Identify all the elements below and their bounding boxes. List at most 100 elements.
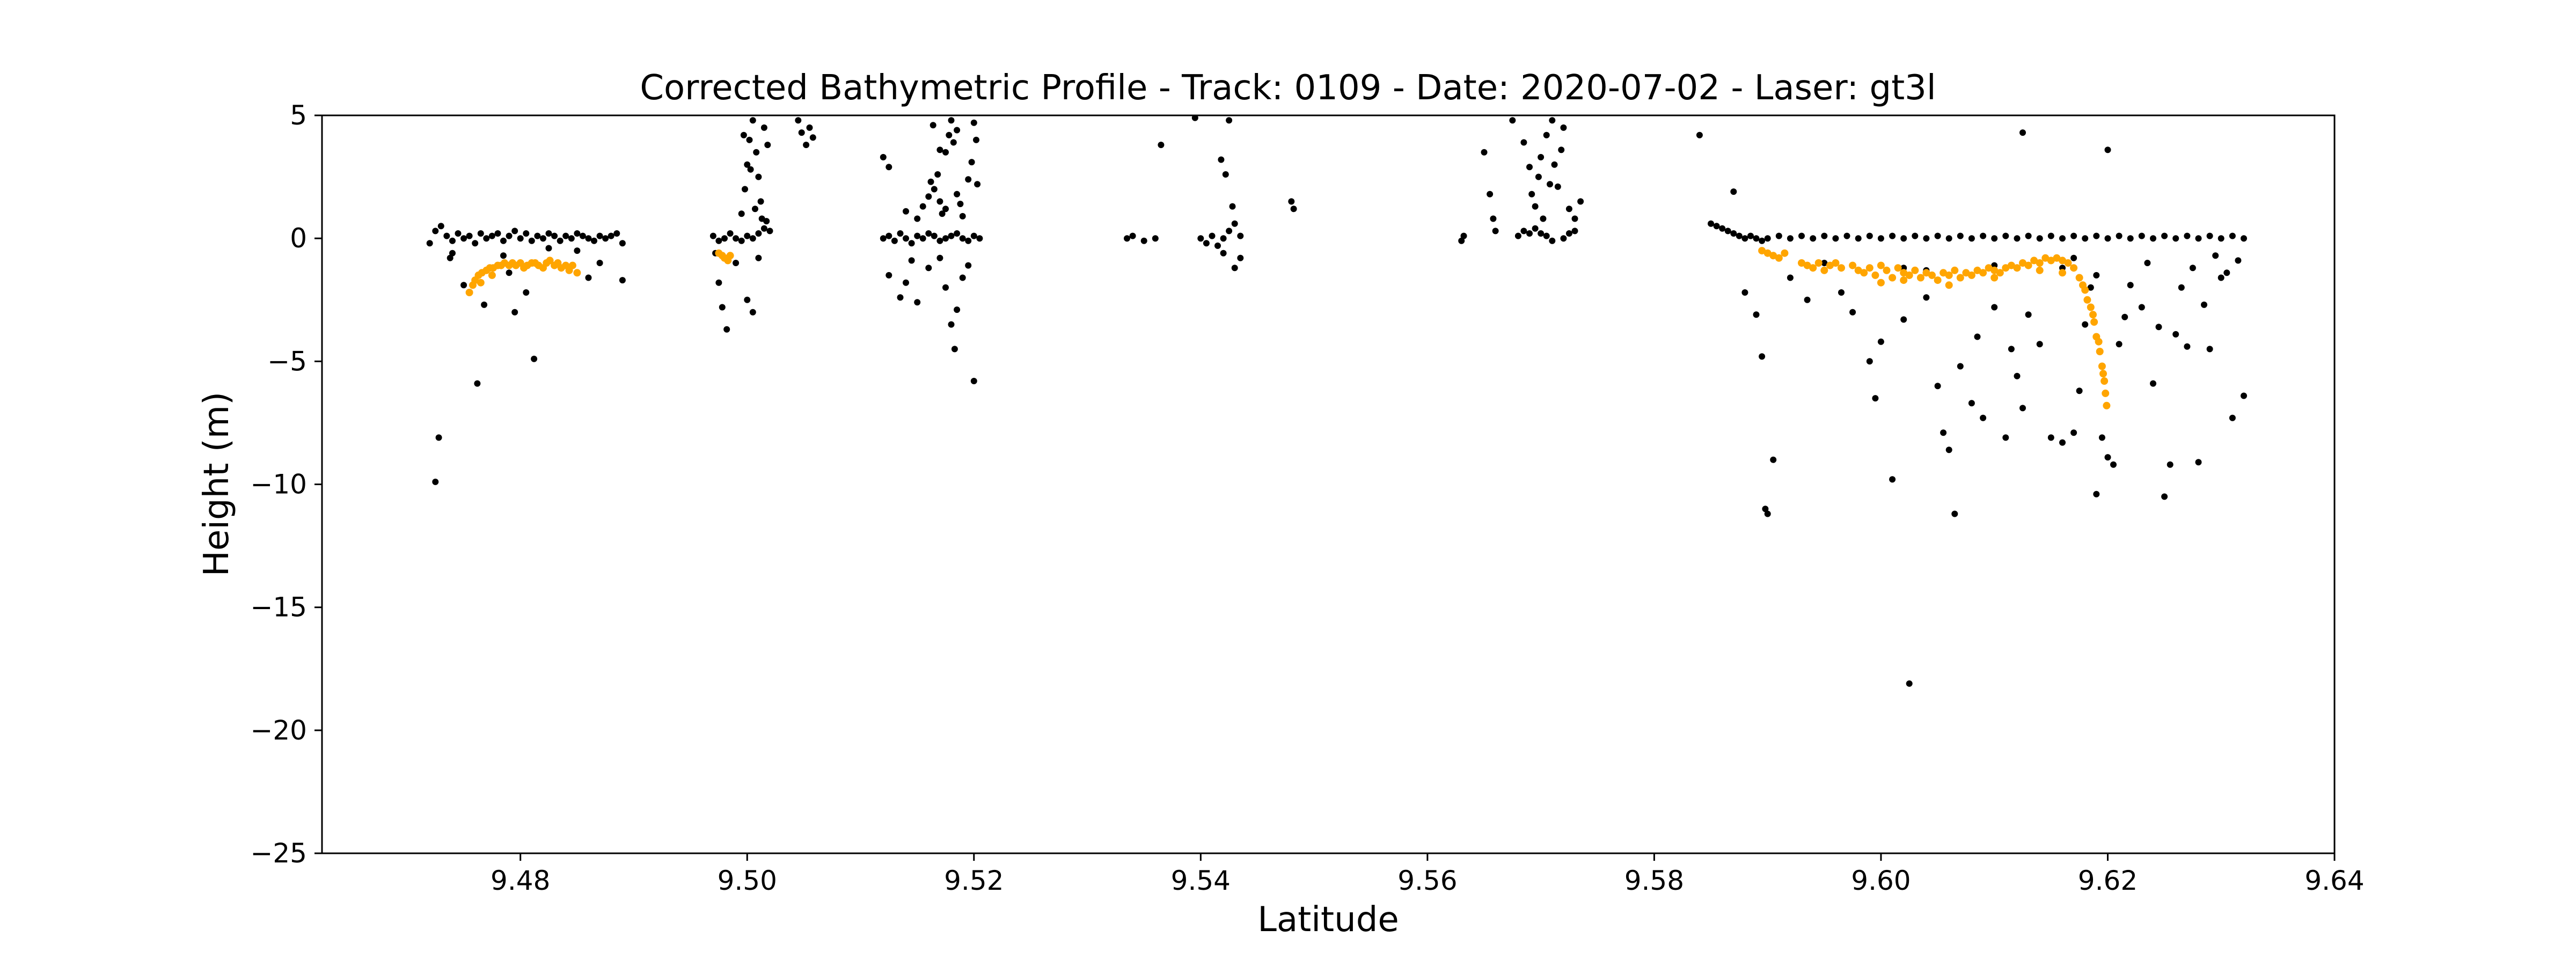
y-tick-label-4: −15 (250, 592, 307, 623)
data-point-s0-34 (619, 240, 626, 247)
data-point-s0-31 (602, 235, 609, 242)
x-tick-label-4: 9.56 (1397, 865, 1457, 896)
data-point-s0-245 (2059, 235, 2066, 242)
data-point-s0-271 (1770, 456, 1777, 463)
data-point-s1-88 (2064, 259, 2072, 267)
data-point-s0-207 (1547, 181, 1553, 188)
data-point-s0-243 (2036, 235, 2043, 242)
data-point-s0-26 (574, 230, 581, 237)
data-point-s0-288 (1957, 363, 1964, 370)
data-point-s0-112 (885, 164, 892, 171)
data-point-s0-161 (1220, 235, 1227, 242)
data-point-s0-315 (2172, 331, 2179, 338)
data-point-s0-149 (970, 378, 977, 384)
data-point-s0-190 (1571, 228, 1578, 235)
data-point-s0-75 (747, 166, 754, 173)
data-point-s0-240 (2002, 232, 2009, 239)
data-point-s0-200 (1551, 161, 1558, 168)
data-point-s0-231 (1900, 235, 1907, 242)
data-point-s1-65 (1934, 276, 1942, 284)
data-point-s0-276 (1849, 309, 1856, 316)
data-point-s0-270 (1764, 510, 1771, 517)
data-point-s1-69 (1956, 274, 1964, 282)
data-point-s0-21 (545, 230, 552, 237)
data-point-s0-67 (744, 161, 751, 168)
data-point-s0-266 (1741, 289, 1748, 296)
data-point-s0-160 (1214, 242, 1221, 249)
data-point-s0-74 (764, 142, 771, 148)
data-point-s0-252 (2138, 232, 2145, 239)
data-point-s0-137 (942, 206, 949, 213)
data-point-s0-97 (903, 235, 909, 242)
data-point-s0-134 (936, 147, 943, 153)
data-point-s1-86 (2053, 254, 2061, 262)
data-point-s0-88 (795, 117, 802, 124)
data-point-s0-4 (449, 237, 456, 244)
data-point-s0-49 (545, 245, 552, 252)
data-point-s0-221 (1787, 235, 1794, 242)
x-tick-label-6: 9.60 (1851, 865, 1911, 896)
data-point-s0-272 (1787, 274, 1794, 281)
data-point-s1-0 (465, 289, 473, 296)
data-point-s0-267 (1753, 311, 1760, 318)
data-point-s0-35 (435, 434, 442, 441)
data-point-s0-25 (568, 235, 575, 242)
data-point-s0-246 (2070, 232, 2077, 239)
data-point-s1-22 (546, 257, 554, 265)
data-point-s0-130 (970, 119, 977, 126)
data-point-s0-226 (1843, 232, 1850, 239)
data-point-s0-42 (481, 301, 488, 308)
data-point-s1-99 (2103, 401, 2111, 409)
data-point-s0-99 (914, 232, 921, 239)
data-point-s0-17 (523, 230, 530, 237)
data-point-s0-299 (2047, 434, 2054, 441)
data-point-s0-96 (897, 230, 904, 237)
data-point-s0-170 (1231, 265, 1238, 272)
data-point-s0-111 (880, 153, 887, 160)
data-point-s0-136 (903, 208, 909, 215)
data-point-s0-169 (1191, 114, 1198, 121)
data-point-s1-54 (1871, 271, 1879, 279)
data-point-s0-33 (613, 230, 620, 237)
data-point-s0-251 (2127, 235, 2134, 242)
data-point-s0-48 (500, 252, 507, 259)
data-point-s0-262 (1696, 131, 1703, 138)
data-point-s0-37 (474, 380, 481, 387)
data-point-s0-92 (809, 134, 816, 141)
chart-title: Corrected Bathymetric Profile - Track: 0… (640, 68, 1936, 108)
x-tick-label-0: 9.48 (491, 865, 550, 896)
data-point-s1-83 (2036, 259, 2044, 267)
data-point-s0-30 (596, 232, 603, 239)
data-point-s0-303 (2082, 321, 2089, 328)
data-point-s0-219 (1764, 235, 1771, 242)
data-point-s0-6 (460, 235, 467, 242)
data-point-s0-65 (738, 210, 745, 217)
data-point-s0-63 (760, 225, 767, 232)
data-point-s1-55 (1877, 261, 1885, 269)
data-point-s0-318 (2206, 346, 2213, 353)
x-tick-label-8: 9.64 (2304, 865, 2364, 896)
data-point-s0-329 (2235, 257, 2242, 264)
data-point-s0-201 (1554, 183, 1561, 190)
data-point-s0-163 (1231, 220, 1238, 227)
data-point-s0-273 (1804, 296, 1811, 303)
y-axis-ticks: 5 0 −5 −10 −15 −20 −25 (250, 100, 322, 869)
data-point-s0-233 (1923, 235, 1930, 242)
data-point-s0-289 (1968, 400, 1975, 407)
x-axis-ticks: 9.48 9.50 9.52 9.54 9.56 9.58 9.60 9.62 9.64 (491, 853, 2365, 896)
y-tick-label-3: −10 (250, 469, 307, 500)
data-point-s0-214 (1736, 232, 1743, 239)
data-point-s0-47 (619, 277, 626, 284)
data-points (426, 114, 2247, 687)
data-point-s0-135 (954, 127, 961, 134)
data-point-s0-227 (1855, 235, 1862, 242)
data-point-s0-302 (2076, 387, 2083, 394)
data-point-s0-191 (1509, 117, 1516, 124)
data-point-s0-50 (574, 247, 581, 254)
data-point-s0-304 (2087, 284, 2094, 291)
data-point-s0-255 (2172, 235, 2179, 242)
data-point-s0-106 (954, 230, 961, 237)
data-point-s0-264 (2019, 129, 2026, 136)
data-point-s0-24 (562, 232, 569, 239)
data-point-s0-79 (763, 218, 770, 225)
